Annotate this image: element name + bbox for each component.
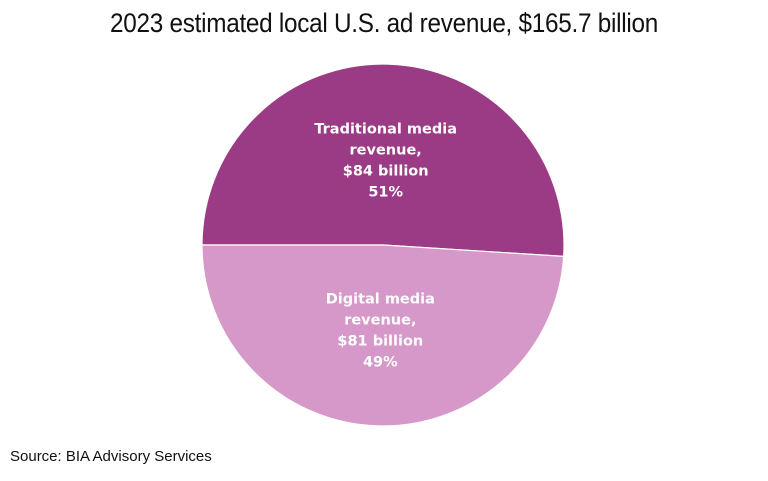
slice-label-line: Traditional media xyxy=(314,121,457,137)
slice-label-line: $81 billion xyxy=(337,334,423,350)
slice-label-line: 51% xyxy=(368,184,403,200)
chart-title: 2023 estimated local U.S. ad revenue, $1… xyxy=(110,8,658,38)
slice-label-line: Digital media xyxy=(326,292,435,308)
slice-label-line: $84 billion xyxy=(343,163,429,179)
slice-label-line: revenue, xyxy=(350,142,422,158)
slice-label-digital: Digital media revenue, $81 billion 49% xyxy=(326,292,435,371)
slice-label-line: revenue, xyxy=(344,313,416,329)
pie-slice-traditional xyxy=(201,63,565,258)
slice-label-line: 49% xyxy=(363,355,398,371)
source-note: Source: BIA Advisory Services xyxy=(10,448,212,465)
pie-slice-digital xyxy=(201,244,565,427)
slice-label-traditional: Traditional media revenue, $84 billion 51% xyxy=(314,121,457,200)
